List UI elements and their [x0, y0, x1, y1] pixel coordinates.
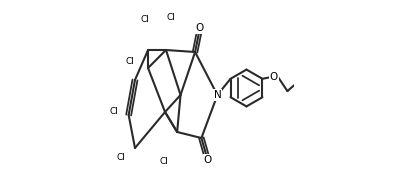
Text: O: O [270, 72, 278, 82]
Text: O: O [204, 155, 212, 165]
Text: Cl: Cl [110, 108, 118, 117]
Text: N: N [213, 90, 221, 100]
Text: Cl: Cl [160, 157, 169, 166]
Text: Cl: Cl [117, 153, 126, 162]
Text: Cl: Cl [166, 13, 175, 22]
Text: Cl: Cl [140, 16, 149, 25]
Text: O: O [196, 23, 204, 33]
Text: Cl: Cl [125, 57, 134, 66]
